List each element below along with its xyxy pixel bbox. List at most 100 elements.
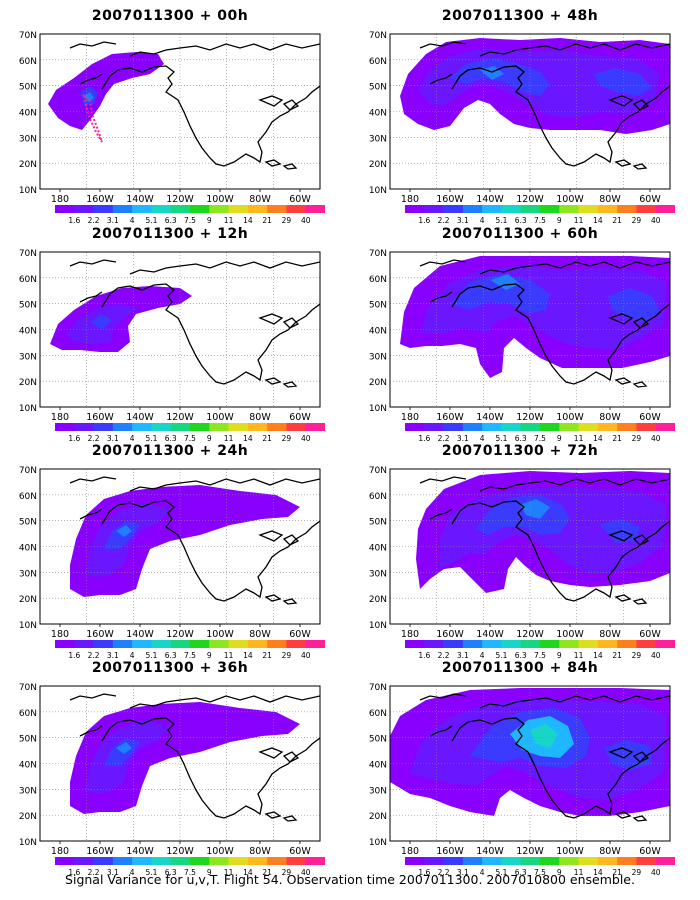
colorbar-label: 9 bbox=[557, 651, 562, 660]
colorbar-label: 6.3 bbox=[165, 868, 177, 877]
coastline bbox=[101, 283, 320, 385]
colorbar-swatch bbox=[443, 640, 464, 648]
colorbar-label: 3.1 bbox=[107, 216, 119, 225]
variance-contour bbox=[594, 68, 652, 96]
colorbar-swatch bbox=[540, 423, 560, 431]
colorbar-swatch bbox=[267, 205, 287, 213]
lat-label: 40N bbox=[369, 544, 387, 554]
coastline bbox=[129, 43, 320, 57]
colorbar-label: 7.5 bbox=[184, 651, 196, 660]
lat-label: 50N bbox=[369, 735, 387, 745]
variance-contour bbox=[530, 724, 558, 748]
lon-label: 180 bbox=[401, 194, 419, 205]
colorbar-swatch bbox=[247, 205, 268, 213]
lon-label: 160W bbox=[86, 629, 114, 640]
lon-label: 100W bbox=[556, 846, 584, 857]
panel-12h: 2007011300 + 12h 70N 60N 50N 40N 30N 20N 10N 18… bbox=[5, 226, 335, 443]
colorbar-swatch bbox=[151, 423, 172, 431]
colorbar-swatch bbox=[209, 205, 229, 213]
colorbar-swatch bbox=[520, 205, 541, 213]
colorbar-label: 11 bbox=[574, 434, 584, 443]
colorbar: 1.6 2.2 3.1 4 5.1 6.3 7.5 9 11 14 21 29 40 bbox=[55, 857, 325, 877]
colorbar-swatch bbox=[597, 640, 618, 648]
lon-label: 120W bbox=[166, 194, 194, 205]
colorbar-label: 14 bbox=[593, 216, 603, 225]
map-84h: 70N 60N 50N 40N 30N 20N 10N 180 160W 140W 120W 100W… bbox=[369, 683, 671, 857]
colorbar-label: 7.5 bbox=[534, 216, 546, 225]
lat-label: 20N bbox=[19, 595, 37, 605]
colorbar-swatch bbox=[617, 640, 637, 648]
variance-contour bbox=[116, 525, 132, 537]
panel-title: 2007011300 + 48h bbox=[441, 8, 599, 24]
colorbar-label: 4 bbox=[130, 651, 135, 660]
colorbar-label: 9 bbox=[207, 216, 212, 225]
colorbar-swatch bbox=[209, 857, 229, 865]
colorbar-swatch bbox=[55, 205, 75, 213]
colorbar-swatch bbox=[636, 640, 657, 648]
coastline bbox=[608, 313, 650, 329]
colorbar-label: 11 bbox=[224, 868, 234, 877]
panel-24h: 2007011300 + 24h 70N 60N 50N 40N 30N 20N 10N 18… bbox=[5, 443, 335, 660]
lon-label: 180 bbox=[401, 412, 419, 423]
colorbar-swatch bbox=[540, 640, 560, 648]
lat-label: 30N bbox=[19, 569, 37, 579]
colorbar-label: 2.2 bbox=[438, 216, 450, 225]
variance-contour bbox=[450, 58, 550, 96]
colorbar-swatch bbox=[93, 205, 114, 213]
panel-title: 2007011300 + 00h bbox=[91, 8, 249, 24]
colorbar-label: 2.2 bbox=[438, 868, 450, 877]
colorbar-label: 9 bbox=[557, 868, 562, 877]
lon-label: 160W bbox=[436, 846, 464, 857]
lat-label: 10N bbox=[369, 404, 387, 414]
lat-label: 60N bbox=[369, 709, 387, 719]
colorbar-label: 1.6 bbox=[68, 868, 80, 877]
colorbar-label: 7.5 bbox=[184, 216, 196, 225]
colorbar-swatch bbox=[462, 423, 483, 431]
coastline bbox=[129, 695, 320, 709]
colorbar-swatch bbox=[55, 857, 75, 865]
lat-label: 70N bbox=[19, 249, 37, 259]
colorbar-swatch bbox=[228, 423, 249, 431]
colorbar-swatch bbox=[247, 857, 268, 865]
lon-label: 120W bbox=[516, 629, 544, 640]
colorbar-label: 3.1 bbox=[107, 868, 119, 877]
colorbar-swatch bbox=[170, 423, 191, 431]
colorbar-label: 40 bbox=[301, 868, 311, 877]
colorbar-swatch bbox=[247, 423, 268, 431]
colorbar-label: 11 bbox=[574, 216, 584, 225]
colorbar-label: 11 bbox=[574, 651, 584, 660]
lon-label: 140W bbox=[126, 629, 154, 640]
lat-label: 50N bbox=[369, 301, 387, 311]
colorbar-swatch bbox=[93, 640, 114, 648]
colorbar-swatch bbox=[559, 205, 579, 213]
lon-label: 80W bbox=[249, 846, 271, 857]
colorbar-label: 29 bbox=[282, 434, 292, 443]
colorbar-swatch bbox=[305, 205, 325, 213]
colorbar-label: 11 bbox=[224, 651, 234, 660]
colorbar-label: 1.6 bbox=[418, 216, 430, 225]
variance-contour bbox=[450, 274, 550, 314]
colorbar-swatch bbox=[170, 205, 191, 213]
colorbar-label: 6.3 bbox=[515, 216, 527, 225]
lat-label: 70N bbox=[369, 249, 387, 259]
panel-36h: 2007011300 + 36h 70N 60N 50N 40N 30N 20N 10N 18… bbox=[5, 660, 335, 877]
lon-label: 100W bbox=[206, 846, 234, 857]
coastline bbox=[258, 530, 300, 546]
lat-label: 20N bbox=[19, 160, 37, 170]
colorbar-swatch bbox=[501, 640, 522, 648]
colorbar-label: 11 bbox=[574, 868, 584, 877]
colorbar-swatch bbox=[286, 423, 307, 431]
colorbar-label: 29 bbox=[282, 651, 292, 660]
lat-label: 30N bbox=[19, 352, 37, 362]
coastline bbox=[608, 95, 650, 111]
colorbar-label: 21 bbox=[612, 434, 622, 443]
lon-label: 160W bbox=[86, 846, 114, 857]
coastline bbox=[479, 261, 670, 275]
flight-track bbox=[82, 93, 103, 143]
colorbar-swatch bbox=[132, 423, 152, 431]
colorbar-label: 4 bbox=[480, 868, 485, 877]
colorbar-swatch bbox=[247, 640, 268, 648]
lon-label: 180 bbox=[51, 194, 69, 205]
colorbar-label: 21 bbox=[262, 868, 272, 877]
colorbar-label: 4 bbox=[480, 216, 485, 225]
